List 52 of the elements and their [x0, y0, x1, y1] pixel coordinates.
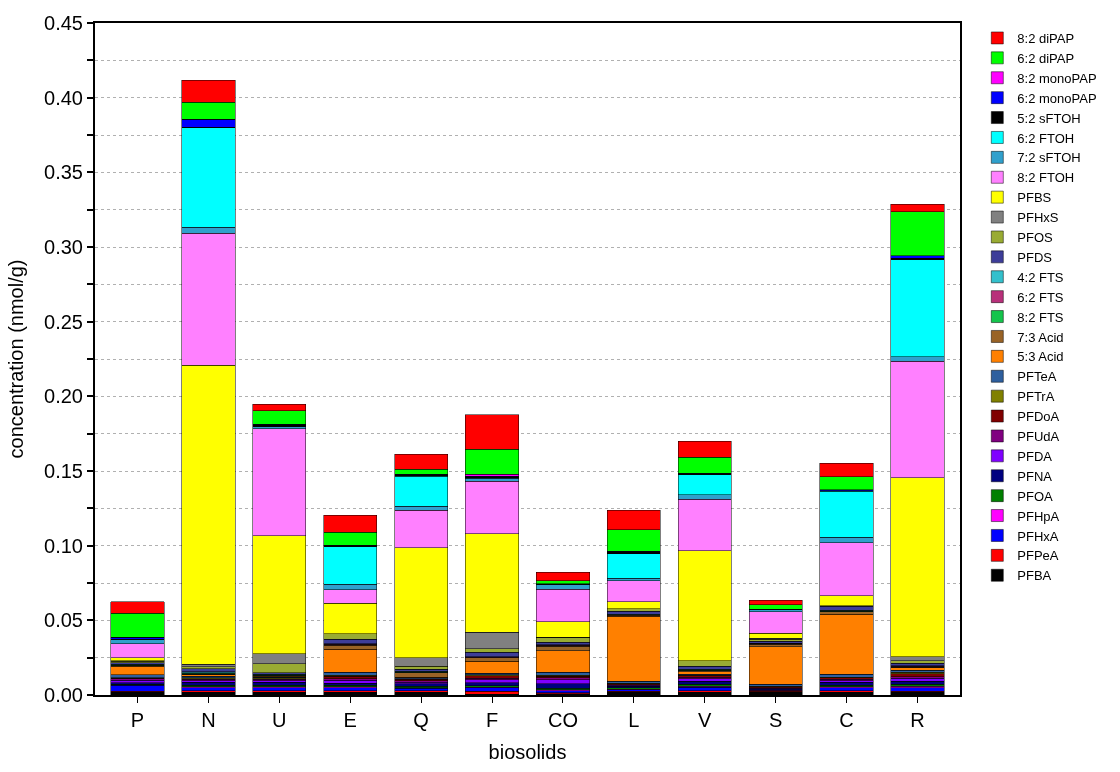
legend-label: PFDoA: [1017, 409, 1060, 425]
x-tick-label: N: [201, 709, 216, 731]
legend-label: PFPeA: [1017, 548, 1059, 564]
y-axis-title: concentration (nmol/g): [5, 259, 28, 459]
legend-label: 8:2 monoPAP: [1017, 70, 1097, 86]
y-tick-label: 0.10: [44, 534, 83, 557]
legend-label: 4:2 FTS: [1017, 269, 1064, 285]
legend-label: PFHxA: [1017, 528, 1059, 544]
y-tick-label: 0.25: [44, 310, 83, 333]
legend-label: 7:3 Acid: [1017, 329, 1064, 345]
legend-label: PFNA: [1017, 468, 1053, 484]
legend-label: PFOS: [1017, 230, 1054, 246]
y-tick-label: 0.35: [44, 161, 83, 184]
legend-label: 8:2 FTOH: [1017, 170, 1075, 186]
legend-label: 6:2 monoPAP: [1017, 90, 1097, 106]
y-tick-label: 0.30: [44, 236, 83, 258]
legend-label: 6:2 FTOH: [1017, 130, 1075, 146]
x-tick-label: E: [343, 709, 357, 731]
legend-label: 5:2 sFTOH: [1017, 110, 1081, 126]
x-tick-label: R: [910, 709, 925, 731]
y-tick-label: 0.45: [44, 12, 83, 34]
x-axis-title: biosolids: [488, 741, 567, 763]
legend-label: PFHxS: [1017, 210, 1059, 226]
y-tick-label: 0.20: [44, 385, 83, 408]
x-tick-label: C: [839, 709, 854, 731]
x-tick-label: V: [698, 709, 713, 731]
legend-label: 6:2 diPAP: [1017, 50, 1075, 66]
legend-label: PFUdA: [1017, 429, 1060, 445]
x-tick-label: S: [768, 709, 783, 731]
legend-label: 6:2 FTS: [1017, 289, 1064, 305]
y-tick-label: 0.40: [44, 86, 83, 109]
x-tick-label: L: [628, 709, 640, 731]
legend-label: PFHpA: [1017, 508, 1060, 524]
x-tick-label: P: [130, 709, 145, 731]
legend-label: 8:2 FTS: [1017, 309, 1064, 325]
legend-label: PFBA: [1017, 568, 1052, 584]
y-tick-label: 0.15: [44, 460, 83, 482]
x-tick-label: Q: [413, 709, 429, 731]
y-tick-label: 0.05: [44, 609, 83, 632]
x-tick-label: F: [485, 709, 499, 731]
legend-label: 5:3 Acid: [1017, 349, 1064, 365]
legend-label: PFBS: [1017, 190, 1052, 206]
x-tick-label: CO: [547, 709, 578, 731]
legend-label: 8:2 diPAP: [1017, 31, 1075, 47]
legend-label: 7:2 sFTOH: [1017, 150, 1081, 166]
x-tick-label: U: [272, 709, 287, 731]
legend-label: PFOA: [1017, 488, 1054, 504]
legend-label: PFTeA: [1017, 369, 1057, 385]
legend-label: PFTrA: [1017, 389, 1055, 405]
legend-label: PFDS: [1017, 249, 1053, 265]
y-tick-label: 0.00: [44, 684, 83, 706]
legend-label: PFDA: [1017, 448, 1053, 464]
